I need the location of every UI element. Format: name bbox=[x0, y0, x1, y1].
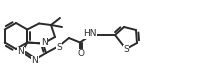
Text: S: S bbox=[123, 45, 129, 54]
Text: N: N bbox=[32, 56, 38, 65]
Text: HN: HN bbox=[83, 29, 97, 38]
Text: N: N bbox=[41, 38, 47, 47]
Text: O: O bbox=[78, 49, 84, 58]
Text: S: S bbox=[56, 43, 62, 52]
Text: N: N bbox=[18, 47, 24, 57]
